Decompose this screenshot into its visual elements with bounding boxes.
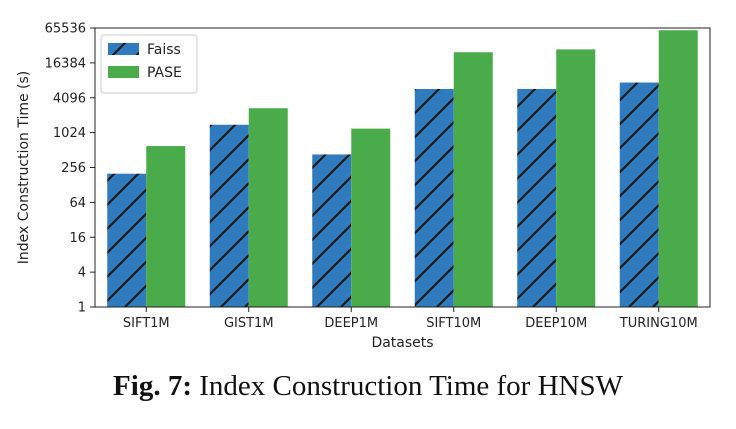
bar-pase-turing10m — [658, 30, 698, 307]
bar-pase-deep1m — [351, 128, 391, 307]
y-tick-label: 64 — [69, 196, 86, 211]
caption-label: Fig. 7: — [113, 370, 192, 402]
bars-group — [107, 30, 698, 308]
x-tick-label: DEEP10M — [525, 316, 587, 331]
legend: Faiss PASE — [100, 34, 198, 94]
x-tick-label: DEEP1M — [324, 316, 378, 331]
bar-faiss-gist1m — [209, 124, 249, 307]
x-tick-label: SIFT10M — [426, 316, 481, 331]
bar-pase-sift10m — [453, 52, 493, 308]
y-tick-label: 1024 — [53, 126, 86, 141]
bar-faiss-sift10m — [414, 88, 454, 308]
figure-caption: Fig. 7: Index Construction Time for HNSW — [0, 370, 736, 403]
x-tick-label: SIFT1M — [123, 316, 170, 331]
legend-label-faiss: Faiss — [147, 42, 181, 58]
y-tick-label: 4096 — [53, 91, 86, 106]
bar-faiss-sift1m — [107, 173, 147, 307]
legend-swatch-pase — [108, 66, 139, 78]
y-tick-label: 256 — [61, 161, 86, 176]
y-tick-label: 16384 — [45, 56, 86, 71]
bar-pase-gist1m — [248, 108, 288, 307]
bar-pase-deep10m — [556, 49, 596, 308]
x-axis-title: Datasets — [371, 335, 433, 351]
bar-pase-sift1m — [146, 146, 186, 307]
caption-text: Index Construction Time for HNSW — [199, 370, 623, 402]
x-tick-label: GIST1M — [224, 316, 274, 331]
legend-label-pase: PASE — [147, 65, 182, 81]
y-tick-label: 16 — [69, 231, 86, 246]
y-tick-label: 65536 — [45, 22, 86, 37]
bar-faiss-deep10m — [517, 88, 557, 308]
legend-swatch-faiss — [108, 43, 139, 55]
x-tick-label: TURING10M — [619, 316, 698, 331]
x-axis: SIFT1M GIST1M DEEP1M SIFT10M DEEP10M TURING10… — [123, 307, 698, 331]
y-axis: 1 4 16 64 256 1024 4096 16384 65536 — [45, 22, 95, 316]
y-tick-label: 4 — [78, 266, 86, 281]
bar-faiss-turing10m — [619, 82, 659, 307]
bar-faiss-deep1m — [312, 154, 352, 307]
y-tick-label: 1 — [78, 301, 86, 316]
y-axis-title: Index Construction Time (s) — [16, 71, 32, 265]
